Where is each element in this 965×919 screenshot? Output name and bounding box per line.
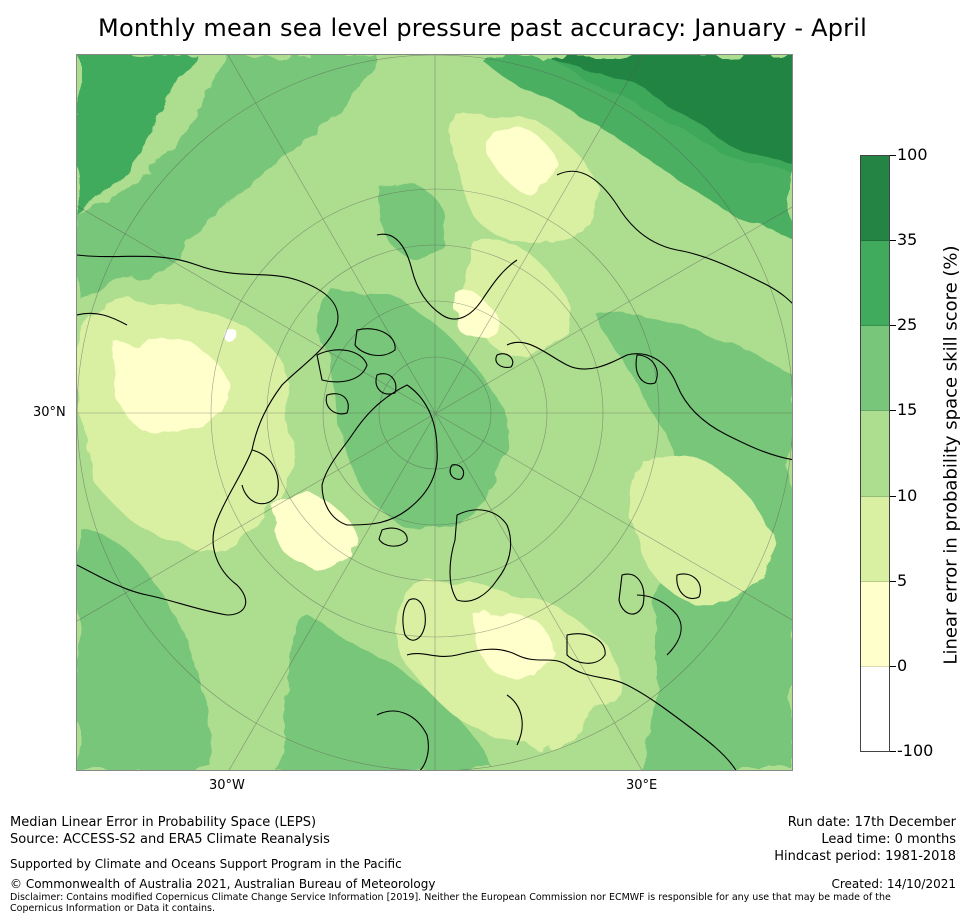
svalbard-coast (449, 464, 465, 480)
chart-title: Monthly mean sea level pressure past acc… (98, 14, 867, 42)
colorbar-tick (890, 751, 896, 752)
colorbar-tick (890, 325, 896, 327)
footer-lead-time: Lead time: 0 months (821, 832, 956, 847)
iceland-coast (378, 527, 408, 547)
island-coast (316, 349, 368, 383)
colorbar-tick (890, 155, 896, 156)
island-coast (354, 328, 396, 356)
colorbar-tick-label: 15 (897, 400, 918, 420)
graticule (77, 55, 792, 770)
siberia-coast (506, 341, 792, 461)
colorbar-segment-35-100 (861, 156, 889, 242)
colorbar-tick-label: 35 (897, 230, 918, 250)
lake-coast (676, 573, 701, 599)
colorbar-tick-label: 5 (897, 570, 908, 590)
colorbar-tick-label: 10 (897, 485, 918, 505)
uk-coast (402, 598, 426, 641)
footer-method: Median Linear Error in Probability Space… (10, 815, 317, 830)
score-15-25-southwest (77, 525, 217, 770)
colorbar-segment-5-10 (861, 496, 889, 582)
alaska-coast (376, 233, 518, 320)
score-0-5-europe (471, 612, 557, 679)
lat-label-30n: 30°N (33, 405, 66, 420)
colorbar-segment-25-35 (861, 241, 889, 327)
coastlines (77, 170, 792, 770)
footer-created: Created: 14/10/2021 (831, 877, 956, 891)
score-25-35-northwest (77, 55, 197, 215)
skill-score-map (77, 55, 792, 770)
pacific-coast (77, 312, 128, 326)
score-0-5-canada (113, 337, 227, 438)
colorbar-tick (890, 240, 896, 242)
score-negative-patch (220, 324, 234, 340)
europe-coast (406, 648, 737, 770)
footer-run-date: Run date: 17th December (787, 815, 956, 830)
colorbar-tick-label: -100 (897, 741, 934, 760)
colorbar-tick (890, 495, 896, 497)
island-coast (495, 353, 514, 368)
colorbar-tick (890, 410, 896, 412)
polar-stereographic-map (76, 54, 793, 771)
kazakh-coast (636, 594, 682, 656)
meridian (77, 206, 792, 622)
score-5-10-arctic-ocean (465, 243, 569, 361)
lon-label-30e: 30°E (626, 778, 658, 793)
score-35-100-ne-core (547, 55, 792, 165)
colorbar-tick-label: 0 (897, 655, 908, 675)
footer-disclaimer: Disclaimer: Contains modified Copernicus… (10, 892, 891, 914)
black-sea-coast (566, 633, 606, 664)
footer-copyright: © Commonwealth of Australia 2021, Austra… (10, 877, 436, 891)
island-coast (635, 354, 658, 385)
north-america-coast (77, 254, 339, 616)
score-0-5-north (491, 132, 557, 189)
greenland-coast (321, 384, 438, 526)
italy-coast (506, 694, 523, 746)
score-field (77, 55, 792, 770)
footer-source: Source: ACCESS-S2 and ERA5 Climate Reana… (10, 832, 330, 847)
score-0-5-greenland-west (271, 493, 357, 569)
caspian-coast (618, 573, 645, 615)
colorbar-tick-label: 25 (897, 315, 918, 335)
scandinavia-coast (449, 509, 512, 602)
colorbar-tick (890, 665, 896, 667)
island-coast (375, 373, 397, 395)
island-coast (325, 393, 349, 415)
score-15-25-south (277, 615, 496, 770)
colorbar-segment-10-15 (861, 411, 889, 497)
footer-hindcast-period: Hindcast period: 1981-2018 (774, 849, 956, 864)
score-15-25-north-patch (377, 179, 443, 259)
colorbar-tick (890, 580, 896, 582)
footer-support: Supported by Climate and Oceans Support … (10, 857, 402, 871)
east-siberia-coast (556, 170, 792, 304)
colorbar-segment-15-25 (861, 326, 889, 412)
colorbar-tick-label: 100 (897, 145, 928, 164)
score-5-10-asia (629, 453, 767, 602)
colorbar (860, 155, 890, 752)
colorbar-segment-0-5 (861, 581, 889, 667)
colorbar-title: Linear error in probability space skill … (940, 245, 962, 665)
lon-label-30w: 30°W (209, 778, 245, 793)
iberia-coast (376, 710, 429, 770)
colorbar-segment-neg100-0 (861, 666, 889, 751)
score-15-25-northwest-band (77, 55, 377, 295)
hudson-bay-coast (241, 449, 279, 505)
